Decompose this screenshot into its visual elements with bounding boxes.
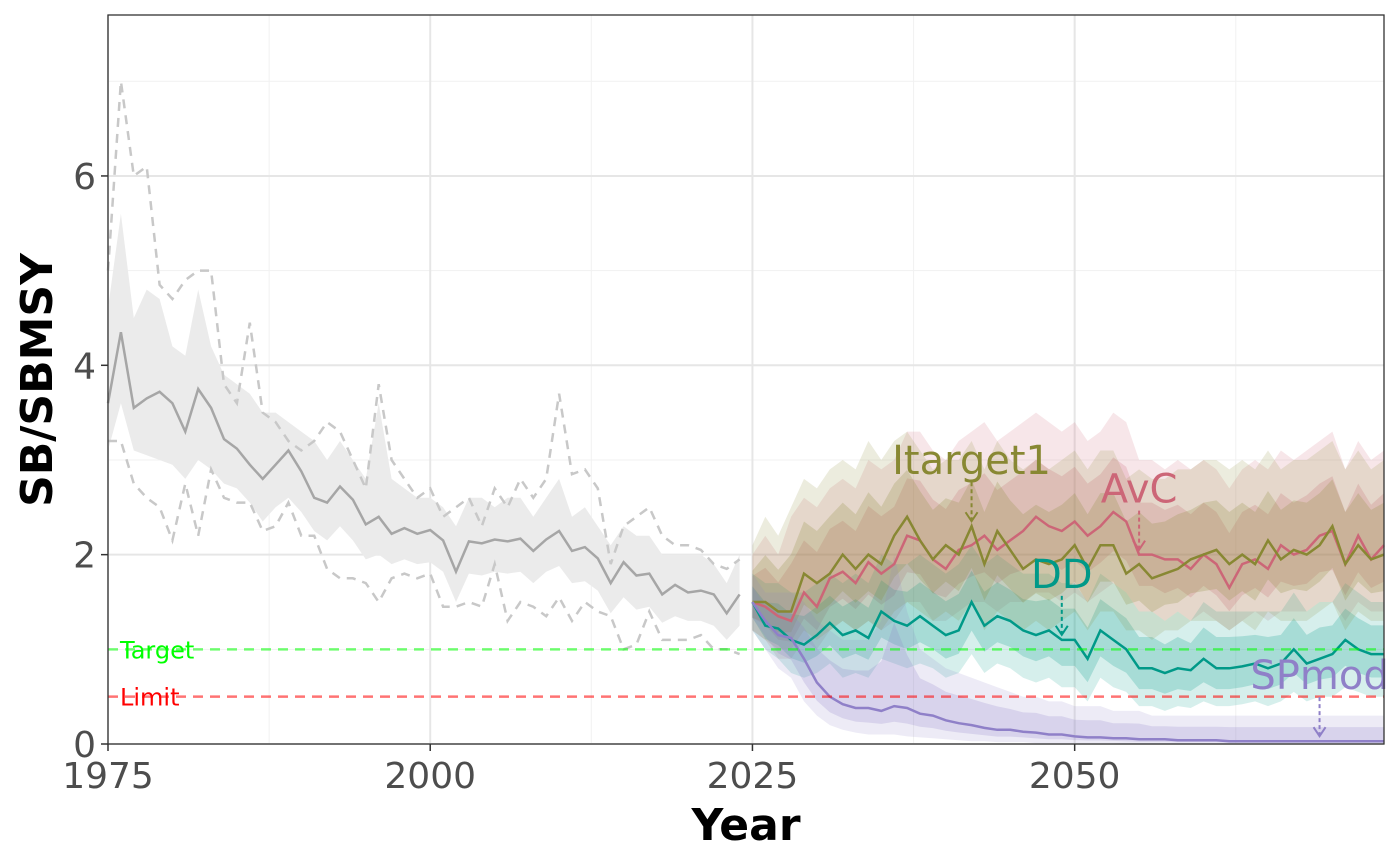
series-label-spmod: SPmod — [1250, 653, 1388, 699]
historical-trace-lower — [108, 439, 741, 656]
x-tick-label: 2050 — [1029, 756, 1121, 797]
plot-border — [107, 14, 1385, 745]
median-line-avc — [751, 510, 1385, 623]
y-tick-label: 4 — [73, 346, 96, 387]
label-arrowhead-spmod — [1312, 726, 1327, 738]
historical-series — [106, 81, 741, 656]
band-avc — [752, 412, 1384, 659]
limit-label: Limit — [120, 684, 180, 712]
x-axis-title: Year — [690, 800, 800, 851]
label-arrowhead-avc — [1132, 540, 1146, 552]
historical-trace-upper — [106, 81, 741, 571]
reference-lines: Target Limit — [108, 636, 1384, 712]
target-label: Target — [119, 636, 194, 664]
x-tick-label: 2025 — [707, 756, 799, 797]
historical-median-line — [106, 331, 741, 616]
band-inner-spmod — [752, 586, 1384, 743]
projection-lines — [751, 510, 1385, 743]
axes: 1975 2000 2025 2050 0 2 4 6 — [62, 14, 1385, 797]
median-line-dd — [751, 599, 1384, 675]
y-tick-label: 0 — [73, 725, 96, 766]
median-line-itarget1 — [752, 514, 1385, 613]
series-label-dd: DD — [1031, 552, 1093, 598]
label-arrowhead-itarget1 — [964, 511, 979, 524]
band-itarget1 — [752, 431, 1384, 650]
series-label-avc: AvC — [1101, 467, 1178, 513]
y-tick-label: 2 — [73, 536, 96, 577]
band-inner-dd — [752, 570, 1384, 694]
median-line-spmod — [751, 601, 1384, 743]
x-tick-label: 2000 — [384, 756, 476, 797]
series-label-itarget1: Itarget1 — [892, 438, 1051, 484]
x-tick-label: 1975 — [62, 756, 154, 797]
historical-band — [108, 213, 740, 640]
grid — [107, 15, 1384, 745]
plot-background — [108, 15, 1384, 744]
y-tick-label: 6 — [73, 157, 96, 198]
y-axis-title: SB/SBMSY — [12, 252, 63, 507]
band-inner-avc — [752, 457, 1384, 642]
label-arrowhead-dd — [1054, 625, 1069, 637]
